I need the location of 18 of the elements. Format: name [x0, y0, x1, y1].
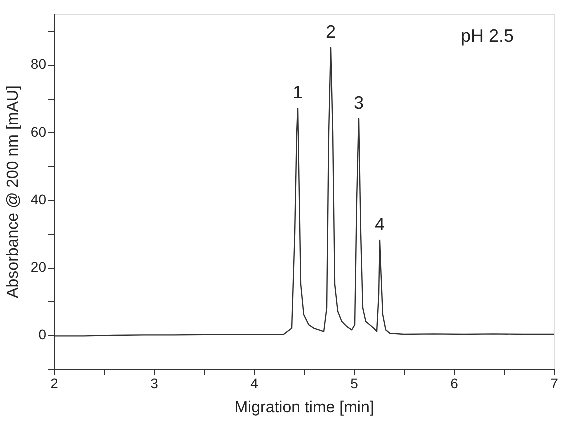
annotation: 2 [326, 22, 336, 42]
y-tick-label: 60 [30, 124, 47, 140]
x-tick-label: 5 [350, 376, 359, 392]
x-tick-label: 7 [550, 376, 559, 392]
x-tick-label: 4 [250, 376, 259, 392]
x-tick-label: 2 [50, 376, 59, 392]
y-axis-title: Absorbance @ 200 nm [mAU] [4, 86, 22, 298]
annotation: 4 [374, 214, 386, 235]
y-tick-label: 40 [30, 191, 47, 208]
annotation: 1 [292, 82, 304, 103]
x-tick-label: 3 [150, 376, 159, 392]
y-tick-label: 20 [30, 259, 47, 276]
y-tick-label: 80 [30, 56, 47, 72]
y-tick-label: 0 [38, 326, 47, 343]
annotation: 3 [354, 92, 364, 113]
x-tick-label: 6 [450, 376, 459, 392]
x-axis-title: Migration time [min] [234, 400, 374, 416]
annotation: pH 2.5 [460, 26, 514, 46]
